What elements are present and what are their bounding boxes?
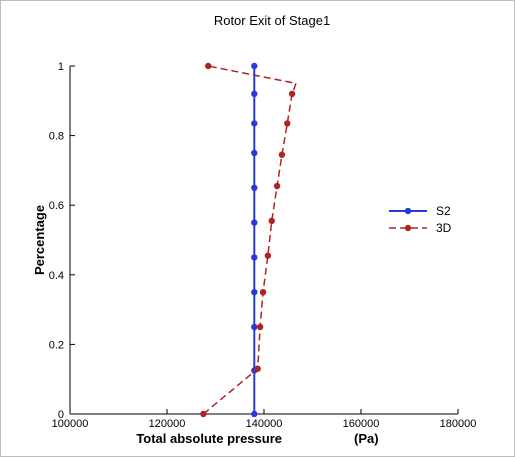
plot-area	[69, 66, 458, 415]
x-tick-label: 100000	[52, 418, 89, 430]
x-tick-label: 180000	[440, 418, 477, 430]
data-point-s2	[251, 289, 258, 296]
series-line-3d	[202, 65, 298, 415]
y-tick-label: 0	[58, 409, 64, 421]
y-ticks: 0 0.2 0.4 0.6 0.8 1	[49, 61, 75, 421]
y-tick-label: 0.6	[49, 200, 64, 212]
data-point-s2	[251, 254, 258, 261]
y-tick-label: 1	[58, 61, 64, 73]
data-point-3d	[278, 151, 286, 158]
data-point-3d	[284, 120, 291, 127]
data-point-3d	[273, 182, 281, 190]
data-point-s2	[251, 120, 258, 127]
chart-title: Rotor Exit of Stage1	[214, 13, 330, 28]
data-point-s2	[251, 149, 258, 157]
x-ticks: 100000 120000 140000 160000 180000	[52, 409, 477, 430]
legend-label-s2: S2	[436, 204, 451, 218]
data-point-3d	[259, 289, 267, 296]
x-tick-label: 160000	[343, 418, 380, 430]
legend-marker-s2	[404, 207, 412, 215]
data-point-s2	[251, 219, 258, 226]
x-tick-label: 120000	[149, 418, 186, 430]
series-layer	[200, 62, 298, 418]
x-tick-label: 140000	[246, 418, 283, 430]
x-axis-label: Total absolute pressure	[136, 431, 282, 446]
data-point-3d	[268, 217, 275, 225]
data-point-s2	[251, 90, 258, 98]
data-point-s2	[251, 410, 258, 418]
x-axis-unit: (Pa)	[354, 431, 379, 446]
data-point-3d	[288, 90, 296, 98]
data-point-3d	[205, 62, 212, 70]
data-point-3d	[264, 252, 272, 259]
y-tick-label: 0.2	[49, 339, 64, 351]
data-point-3d	[254, 365, 261, 372]
y-axis-label: Percentage	[32, 205, 47, 275]
y-tick-label: 0.4	[49, 270, 64, 282]
data-point-s2	[251, 184, 258, 191]
data-point-s2	[251, 323, 258, 331]
y-tick-label: 0.8	[49, 131, 64, 143]
legend-marker-3d	[404, 224, 412, 232]
data-point-3d	[256, 323, 264, 331]
legend-label-3d: 3D	[436, 221, 452, 235]
data-point-3d	[200, 410, 207, 418]
data-point-s2	[251, 62, 258, 70]
